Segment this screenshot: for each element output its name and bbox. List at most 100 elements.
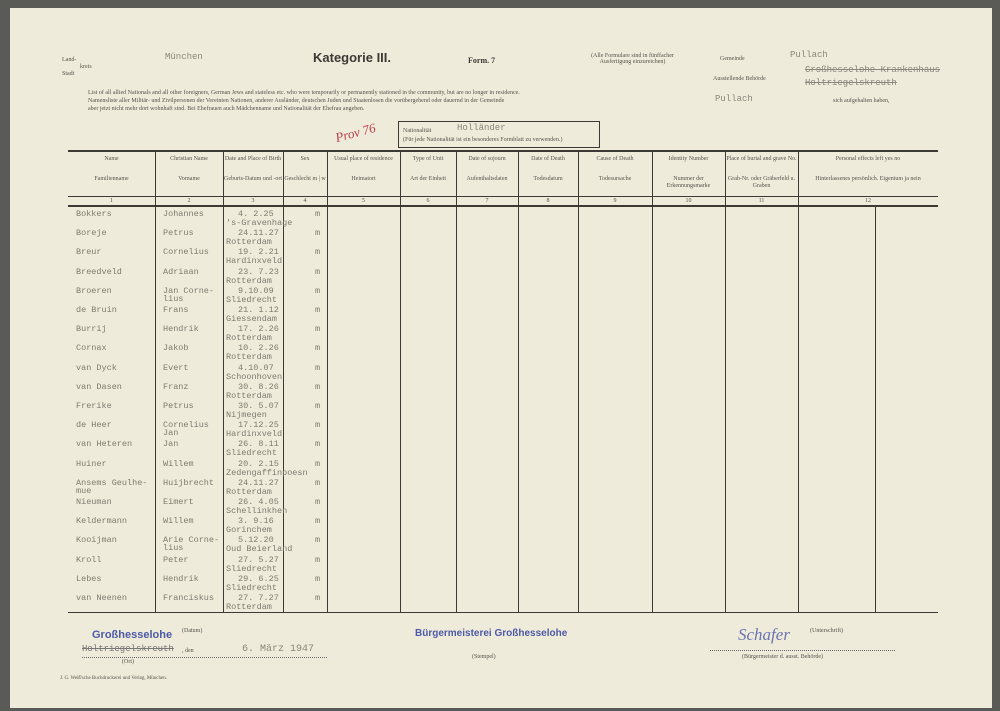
table-row: Frerike Petrus 30. 5.07 Nijmegen m	[68, 402, 938, 421]
family-name: van Dasen	[76, 381, 122, 392]
intro-line-1: List of all allied Nationals and all oth…	[88, 90, 520, 96]
column-header-en: Usual place of residence	[334, 156, 393, 162]
birth-place: Sliedrecht	[226, 582, 278, 593]
family-name: Cornax	[76, 343, 107, 354]
given-name: Johannes	[163, 209, 204, 219]
sex: m	[315, 477, 321, 488]
given-name: Willem	[163, 458, 194, 469]
column-header-en: Name	[104, 156, 119, 162]
birth-place: Rotterdam	[226, 333, 272, 344]
behoerde-label: Ausstellende Behörde	[713, 76, 766, 82]
given-name: Jan Corne- lius	[163, 285, 215, 304]
birth-date: 27. 5.27	[238, 554, 279, 565]
column-header-en: Date and Place of Birth	[224, 156, 282, 162]
birth-place: Sliedrecht	[226, 448, 278, 459]
column-header-en: Christian Name	[170, 156, 208, 162]
birth-place: Rotterdam	[226, 390, 272, 401]
table-bottom-rule	[68, 612, 938, 613]
table-row: Broeren Jan Corne- lius 9.10.09 Sliedrecht m	[68, 287, 938, 306]
column-header-de: Vorname	[178, 176, 200, 182]
table-row: Cornax Jakob 10. 2.26 Rotterdam m	[68, 344, 938, 363]
birth-place: Hardinxveld	[226, 256, 283, 267]
column-header-de: Grab-Nr. oder Gräberfeld u. Graben	[727, 176, 796, 189]
family-name: Burrij	[76, 324, 107, 335]
sex: m	[315, 535, 321, 546]
intro-line-2-end: sich aufgehalten haben,	[833, 98, 890, 104]
sex: m	[315, 497, 321, 507]
birth-date: 27. 7.27	[238, 593, 279, 603]
column-header-de: Familienname	[94, 176, 129, 182]
register-table: Name Familienname 1 Christian Name Vorname 2 D…	[68, 150, 938, 613]
sex: m	[315, 266, 321, 277]
column-header-de: Art der Einheit	[410, 176, 446, 182]
nationality-value: Holländer	[457, 123, 506, 133]
given-name: Willem	[163, 516, 194, 527]
date-value: 6. März 1947	[242, 644, 315, 655]
family-name: Breedveld	[76, 266, 122, 277]
given-name: Eimert	[163, 497, 194, 507]
column-header-number: 9	[613, 198, 617, 204]
birth-place: Rotterdam	[226, 602, 272, 612]
family-name: Huiner	[76, 458, 107, 469]
family-name: Frerike	[76, 401, 112, 411]
birth-place: Zedengaffinpoesn	[226, 467, 308, 478]
column-divider	[798, 150, 799, 612]
handwritten-note: Prov 76	[333, 119, 378, 146]
behoerde-value-1: Großhesselohe Krankenhaus	[805, 65, 941, 75]
table-row: Burrij Hendrik 17. 2.26 Rotterdam m	[68, 325, 938, 344]
family-name: Kroll	[76, 554, 102, 565]
birth-date: 23. 7.23	[238, 266, 279, 277]
sex: m	[315, 381, 321, 392]
given-name: Petrus	[163, 228, 194, 239]
birth-date: 24.11.27	[238, 477, 279, 488]
table-row: de Heer Cornelius Jan 17.12.25 Hardinxveld m	[68, 421, 938, 440]
family-name: Bokkers	[76, 209, 112, 219]
table-row: Ansems Geulhe- mue Huijbrecht 24.11.27 Rott…	[68, 479, 938, 498]
column-divider	[327, 150, 328, 612]
kreis-value: München	[165, 52, 203, 62]
birth-place: Schellinkhen	[226, 506, 288, 516]
given-name: Cornelius	[163, 247, 209, 258]
birth-place: Gorinchem	[226, 525, 272, 536]
birth-place: 's-Gravenhage	[226, 218, 293, 228]
table-row: Nieuman Eimert 26. 4.05 Schellinkhen m	[68, 498, 938, 517]
sex: m	[315, 439, 321, 450]
given-name: Cornelius Jan	[163, 420, 209, 439]
form-number: Form. 7	[468, 56, 496, 65]
header-bottom-rule	[68, 205, 938, 207]
intro-gemeinde-fill: Pullach	[715, 94, 753, 104]
birth-date: 4. 2.25	[238, 209, 274, 219]
sex: m	[315, 209, 321, 219]
birth-date: 9.10.09	[238, 285, 274, 296]
birth-place: Sliedrecht	[226, 563, 278, 574]
column-header-en: Personal effects left yes no	[835, 156, 901, 162]
birth-date: 3. 9.16	[238, 516, 274, 527]
column-header-number: 5	[362, 198, 365, 204]
column-divider	[456, 150, 457, 612]
given-name: Arie Corne- lius	[163, 535, 220, 554]
given-name: Petrus	[163, 401, 194, 411]
given-name: Adriaan	[163, 266, 199, 277]
place-struck: Holtriegelskreuth	[82, 644, 174, 654]
column-header-en: Identity Number	[668, 156, 709, 162]
column-divider	[223, 150, 224, 612]
column-header-de: Heimatort	[351, 176, 376, 182]
gemeinde-value: Pullach	[790, 50, 828, 60]
sex: m	[315, 285, 321, 296]
column-divider	[400, 150, 401, 612]
sex: m	[315, 324, 321, 335]
table-row: Boreje Petrus 24.11.27 Rotterdam m	[68, 229, 938, 248]
intro-line-2: Namensliste aller Militär- und Zivilpers…	[88, 98, 505, 104]
table-row: van Heteren Jan 26. 8.11 Sliedrecht m	[68, 440, 938, 459]
stamp-label: (Stempel)	[472, 654, 496, 660]
given-name: Peter	[163, 554, 189, 565]
nationality-box: Nationalität Holländer (Für jede Nationa…	[398, 121, 600, 148]
form-title: Kategorie III.	[313, 50, 392, 65]
column-header-number: 4	[303, 198, 307, 204]
family-name: Boreje	[76, 228, 107, 239]
birth-place: Rotterdam	[226, 275, 272, 286]
given-name: Huijbrecht	[163, 477, 215, 488]
column-header-en: Date of Death	[531, 156, 565, 162]
birth-place: Rotterdam	[226, 237, 272, 248]
given-name: Evert	[163, 362, 189, 373]
